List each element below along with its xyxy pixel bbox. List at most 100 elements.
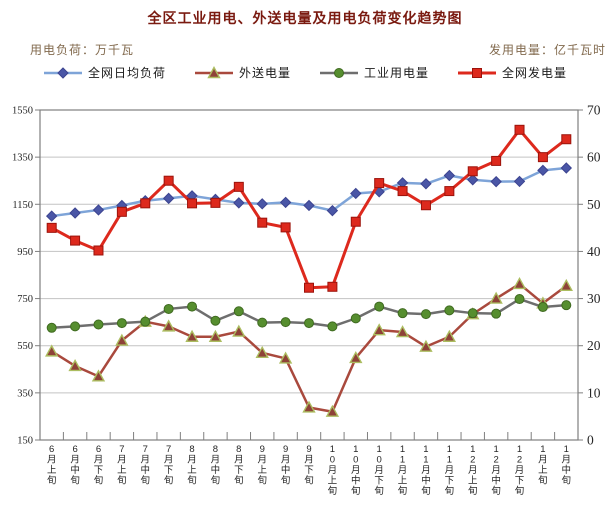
x-axis-category-label: 1 0 月下旬 [374,444,384,497]
x-axis-category-label: 1 1 月上旬 [398,444,408,497]
chart-legend: 全网日均负荷 外送电量 工业用电量 全网发电量 [0,64,610,81]
series-daily-avg-load-marker [69,207,81,219]
x-axis-category-label: 1 2 月上旬 [468,444,478,497]
left-axis-tick-label: 550 [17,341,33,352]
series-industrial-power-marker [537,302,548,313]
x-axis-category-label: 1 2 月下旬 [515,444,525,497]
series-outbound-power-marker [302,400,316,413]
series-outbound-power-marker [489,291,503,304]
series-grid-generation-marker [116,206,127,217]
series-industrial-power-marker [444,305,455,316]
plot-border [39,109,579,441]
legend-item-outbound-power: 外送电量 [194,64,291,81]
series-daily-avg-load-marker [513,175,526,188]
series-grid-generation-marker [561,134,572,145]
series-grid-generation-marker [280,222,291,233]
series-industrial-power-marker [491,308,502,319]
right-axis-tick-label: 50 [587,197,601,212]
series-industrial-power-marker [334,67,344,78]
left-axis-tick-label: 150 [17,436,33,447]
x-axis-category-label: 7 月中旬 [141,444,151,487]
right-axis-tick-label: 40 [587,244,601,259]
x-axis-category-label: 9 月下旬 [304,444,314,487]
x-axis-category-label: 7 月上旬 [117,444,127,487]
x-axis-category-label: 6 月中旬 [70,444,80,487]
series-industrial-power-marker [233,306,244,317]
series-outbound-power-marker [559,278,573,292]
right-axis-tick-label: 70 [587,103,601,118]
right-axis-tick-label: 0 [587,433,594,448]
series-industrial-power-marker [187,301,198,312]
series-industrial-power-marker [420,309,431,320]
series-outbound-power-marker [91,369,106,382]
right-axis-tick-label: 20 [587,338,601,353]
left-axis-tick-label: 1350 [12,153,33,164]
series-outbound-power-marker [278,351,293,364]
series-industrial-power-marker [140,316,151,327]
series-outbound-power-marker [161,319,176,332]
x-axis-category-label: 1 0 月中旬 [351,444,361,497]
series-grid-generation-marker [537,152,548,163]
series-industrial-power-marker [257,317,268,328]
series-industrial-power-marker [327,321,338,332]
series-industrial-power-marker [280,317,291,328]
x-axis-category-label: 1 0 月上旬 [328,444,338,497]
series-grid-generation-marker [327,281,338,292]
series-industrial-power-marker [163,303,174,314]
x-axis-category-label: 9 月中旬 [281,444,291,487]
series-daily-avg-load-marker [490,175,502,188]
x-axis-category-label: 1 1 月下旬 [445,444,455,497]
series-grid-generation-marker [304,282,314,293]
left-axis-tick-label: 350 [17,388,33,399]
legend-label-daily-avg-load: 全网日均负荷 [87,66,166,80]
x-axis-category-label: 8 月中旬 [211,444,221,487]
legend-swatch-outbound-power [194,65,233,78]
series-grid-generation-marker [420,200,431,211]
x-axis-category-label: 6 月下旬 [94,444,104,487]
series-grid-generation-marker [257,217,268,228]
series-daily-avg-load-marker [420,178,432,190]
x-axis-category-label: 1 2 月中旬 [491,444,501,497]
series-industrial-power-marker [397,308,408,319]
series-grid-generation-marker [472,67,483,78]
series-grid-generation-marker [46,222,57,233]
legend-swatch-grid-generation [458,67,497,78]
series-grid-generation-marker [187,198,198,209]
series-grid-generation-marker [163,175,174,186]
x-axis-category-label: 1 月中旬 [562,444,572,487]
series-industrial-power-marker [93,319,104,330]
right-axis-tick-label: 60 [587,150,601,165]
series-outbound-power-marker [232,324,246,337]
chart-title: 全区工业用电、外送电量及用电负荷变化趋势图 [147,10,463,26]
x-axis-category-label: 1 月上旬 [538,444,548,487]
x-axis-category-label: 8 月上旬 [187,444,197,487]
legend-item-industrial-power: 工业用电量 [319,64,429,81]
series-industrial-power-marker [514,294,525,305]
series-daily-avg-load-marker [326,204,339,217]
series-grid-generation-marker [397,186,408,197]
series-grid-generation-marker [514,124,525,135]
series-daily-avg-load-marker [279,196,292,209]
series-daily-avg-load-marker [57,66,69,79]
series-daily-avg-load-marker [233,197,245,209]
series-outbound-power-marker [325,404,340,417]
left-axis-tick-label: 1150 [12,200,33,211]
series-industrial-power-marker [374,301,385,312]
left-axis-tick-label: 950 [17,247,33,258]
series-grid-generation-marker [93,245,104,256]
series-daily-avg-load-marker [537,164,549,177]
series-outbound-power-marker [45,344,59,357]
series-industrial-power-marker [210,315,221,326]
series-outbound-power-marker [185,329,199,342]
series-outbound-power-marker [207,65,221,78]
x-axis-category-label: 6 月上旬 [47,444,57,487]
x-axis-category-label: 8 月下旬 [234,444,244,487]
series-outbound-power-marker [512,277,527,290]
series-industrial-power-marker [350,313,361,324]
series-grid-generation-marker [70,235,81,246]
series-outbound-power-marker [442,329,457,342]
legend-item-grid-generation: 全网发电量 [457,64,567,81]
series-outbound-power-marker [419,339,433,352]
series-daily-avg-load-marker [467,174,479,186]
